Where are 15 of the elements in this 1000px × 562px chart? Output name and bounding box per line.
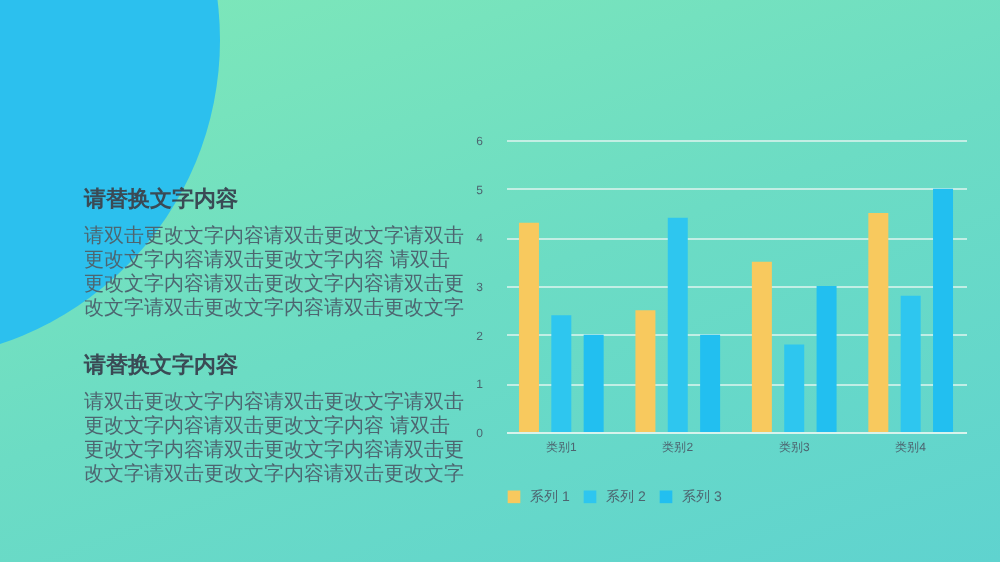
bar bbox=[816, 286, 837, 432]
text: 请替换文字内容 bbox=[84, 351, 240, 380]
bar bbox=[518, 222, 539, 432]
bar bbox=[933, 188, 954, 432]
bar bbox=[700, 334, 721, 432]
bar bbox=[635, 310, 656, 432]
bar bbox=[900, 295, 921, 432]
bar bbox=[868, 213, 889, 432]
bar bbox=[583, 334, 604, 432]
bar bbox=[784, 344, 805, 432]
text: 请双击更改文字内容请双击更改文字请双击更改文字内容请双击更改文字内容 请双击更改文字内容请双击更改文字内容请双击更改文字请双击更改文字内容请双击更改文字 bbox=[84, 392, 464, 488]
text: 请替换文字内容 bbox=[84, 185, 240, 214]
bar bbox=[551, 315, 572, 432]
bar bbox=[751, 261, 772, 432]
bar bbox=[667, 217, 688, 432]
